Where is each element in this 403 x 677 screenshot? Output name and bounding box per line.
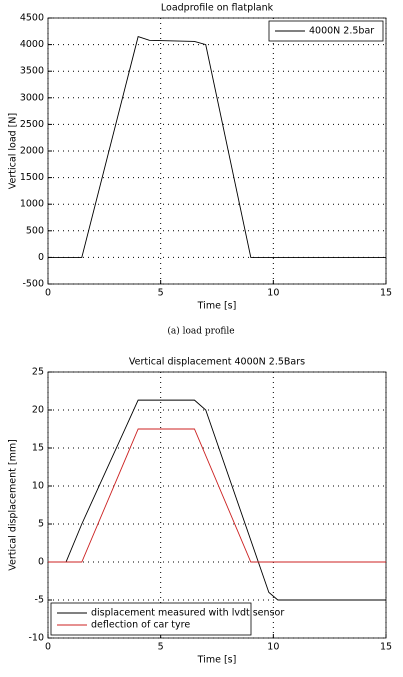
y-tick-label: 5	[38, 519, 44, 530]
y-tick-label: -500	[22, 279, 44, 290]
y-tick-label: 20	[32, 405, 44, 416]
y-tick-label: 3500	[20, 66, 44, 77]
y-tick-label: 1500	[20, 172, 44, 183]
x-tick-label: 5	[158, 642, 164, 653]
y-tick-label: -10	[28, 633, 44, 644]
y-axis-label: Vertical displacement [mm]	[8, 439, 19, 571]
y-tick-label: 4500	[20, 13, 44, 24]
x-tick-label: 10	[267, 642, 279, 653]
legend-label: 4000N 2.5bar	[309, 26, 374, 37]
plot-area	[48, 372, 386, 638]
x-tick-label: 0	[45, 642, 51, 653]
y-tick-label: 1000	[20, 199, 44, 210]
plot-area	[48, 18, 386, 284]
data-line	[48, 428, 386, 563]
y-axis-label: Vertical load [N]	[8, 113, 19, 189]
legend-box	[50, 602, 252, 636]
y-tick-label: 0	[38, 252, 44, 263]
y-tick-label: 15	[32, 443, 44, 454]
legend-label: displacement measured with lvdt sensor	[91, 608, 284, 619]
caption: (a) load profile	[167, 326, 234, 337]
x-tick-label: 5	[158, 288, 164, 299]
legend-label: deflection of car tyre	[91, 620, 190, 631]
y-tick-label: 25	[32, 367, 44, 378]
y-tick-label: 3000	[20, 92, 44, 103]
y-tick-label: 500	[26, 225, 44, 236]
x-tick-label: 15	[380, 642, 392, 653]
data-line	[48, 399, 386, 601]
legend-box	[268, 20, 384, 42]
chart-title: Vertical displacement 4000N 2.5Bars	[129, 357, 305, 368]
chart-title: Loadprofile on flatplank	[161, 3, 274, 14]
x-axis-label: Time [s]	[197, 301, 237, 312]
y-tick-label: 2500	[20, 119, 44, 130]
data-line	[48, 36, 386, 258]
y-tick-label: 0	[38, 557, 44, 568]
y-tick-label: 10	[32, 481, 44, 492]
plot-frame	[47, 17, 387, 285]
x-axis-label: Time [s]	[197, 655, 237, 666]
x-tick-label: 15	[380, 288, 392, 299]
y-tick-label: 4000	[20, 39, 44, 50]
plot-frame	[47, 371, 387, 639]
x-tick-label: 0	[45, 288, 51, 299]
y-tick-label: -5	[35, 595, 44, 606]
y-tick-label: 2000	[20, 146, 44, 157]
x-tick-label: 10	[267, 288, 279, 299]
